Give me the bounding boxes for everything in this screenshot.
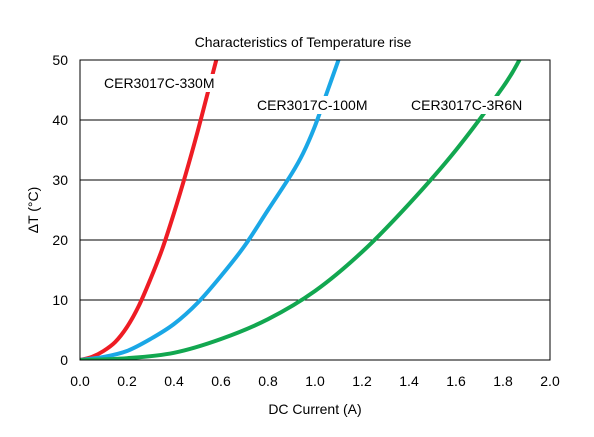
y-tick-label: 10 xyxy=(52,292,68,308)
series-lines xyxy=(80,60,522,360)
x-tick-label: 1.6 xyxy=(446,373,466,389)
y-tick-label: 30 xyxy=(52,172,68,188)
series-line-3r6n xyxy=(80,60,522,360)
x-tick-label: 1.4 xyxy=(399,373,419,389)
x-tick-label: 0.4 xyxy=(164,373,184,389)
x-axis-label: DC Current (A) xyxy=(268,401,361,417)
plot-frame xyxy=(79,59,551,361)
x-tick-labels: 0.0 0.2 0.4 0.6 0.8 1.0 1.2 1.4 1.6 1.8 2.0 xyxy=(70,373,560,389)
x-tick-label: 0.0 xyxy=(70,373,90,389)
chart-title: Characteristics of Temperature rise xyxy=(195,34,412,50)
series-label-bg-330m xyxy=(102,74,217,92)
series-label-bg-3r6n xyxy=(409,96,525,114)
series-label-bg-100m xyxy=(255,96,370,114)
y-tick-label: 40 xyxy=(52,112,68,128)
x-tick-label: 0.2 xyxy=(117,373,137,389)
x-tick-label: 1.0 xyxy=(305,373,325,389)
series-line-330m xyxy=(80,60,219,360)
y-tick-labels: 0 10 20 30 40 50 xyxy=(52,52,68,368)
y-tick-label: 0 xyxy=(60,352,68,368)
x-tick-label: 1.8 xyxy=(493,373,513,389)
series-line-100m xyxy=(80,60,341,360)
y-axis-label: ΔT (°C) xyxy=(25,187,41,234)
x-tick-label: 0.6 xyxy=(211,373,231,389)
series-label-3r6n: CER3017C-3R6N xyxy=(411,97,522,113)
x-tick-label: 1.2 xyxy=(352,373,372,389)
series-label-330m: CER3017C-330M xyxy=(104,75,215,91)
series-label-100m: CER3017C-100M xyxy=(257,97,368,113)
y-tick-label: 50 xyxy=(52,52,68,68)
grid-lines xyxy=(80,119,550,301)
x-tick-label: 0.8 xyxy=(258,373,278,389)
x-tick-label: 2.0 xyxy=(540,373,560,389)
y-tick-label: 20 xyxy=(52,232,68,248)
